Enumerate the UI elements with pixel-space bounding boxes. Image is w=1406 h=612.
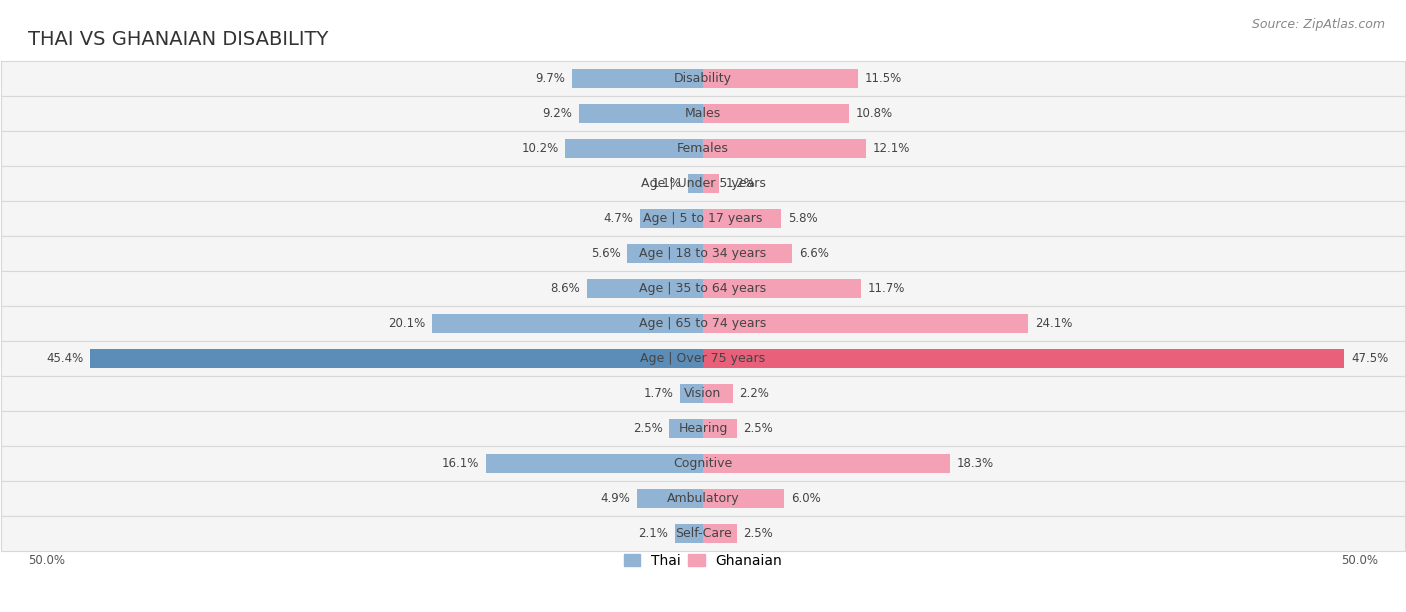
Text: Hearing: Hearing bbox=[678, 422, 728, 435]
Text: 4.7%: 4.7% bbox=[603, 212, 633, 225]
Text: 16.1%: 16.1% bbox=[441, 457, 479, 470]
Text: 1.1%: 1.1% bbox=[651, 177, 682, 190]
Text: 9.2%: 9.2% bbox=[543, 107, 572, 120]
Text: 2.5%: 2.5% bbox=[744, 422, 773, 435]
Bar bbox=[703, 384, 733, 403]
Bar bbox=[688, 174, 703, 193]
Text: 8.6%: 8.6% bbox=[550, 282, 581, 295]
Text: 12.1%: 12.1% bbox=[873, 142, 911, 155]
Bar bbox=[675, 524, 703, 543]
Bar bbox=[579, 104, 703, 123]
Text: Age | 5 to 17 years: Age | 5 to 17 years bbox=[644, 212, 762, 225]
Text: 2.5%: 2.5% bbox=[744, 527, 773, 540]
Bar bbox=[637, 489, 703, 508]
Bar bbox=[1, 341, 1405, 376]
Bar bbox=[1, 61, 1405, 96]
Text: Source: ZipAtlas.com: Source: ZipAtlas.com bbox=[1251, 18, 1385, 31]
Bar bbox=[703, 453, 950, 473]
Text: 5.6%: 5.6% bbox=[591, 247, 620, 260]
Bar bbox=[703, 524, 737, 543]
Text: 18.3%: 18.3% bbox=[956, 457, 994, 470]
Text: Age | Over 75 years: Age | Over 75 years bbox=[641, 352, 765, 365]
Text: 2.5%: 2.5% bbox=[633, 422, 662, 435]
Text: 11.7%: 11.7% bbox=[868, 282, 905, 295]
Bar bbox=[485, 453, 703, 473]
Bar bbox=[1, 271, 1405, 306]
Bar bbox=[669, 419, 703, 438]
Text: 5.8%: 5.8% bbox=[787, 212, 818, 225]
Text: Age | 35 to 64 years: Age | 35 to 64 years bbox=[640, 282, 766, 295]
Bar bbox=[90, 349, 703, 368]
Bar bbox=[703, 489, 785, 508]
Bar bbox=[703, 209, 782, 228]
Bar bbox=[1, 516, 1405, 551]
Bar bbox=[703, 279, 860, 298]
Text: Age | 65 to 74 years: Age | 65 to 74 years bbox=[640, 317, 766, 330]
Text: 2.2%: 2.2% bbox=[740, 387, 769, 400]
Text: 9.7%: 9.7% bbox=[536, 72, 565, 85]
Bar bbox=[1, 446, 1405, 481]
Text: THAI VS GHANAIAN DISABILITY: THAI VS GHANAIAN DISABILITY bbox=[28, 29, 329, 48]
Text: 10.2%: 10.2% bbox=[522, 142, 558, 155]
Bar bbox=[1, 166, 1405, 201]
Text: 50.0%: 50.0% bbox=[28, 554, 65, 567]
Text: Age | 18 to 34 years: Age | 18 to 34 years bbox=[640, 247, 766, 260]
Text: 47.5%: 47.5% bbox=[1351, 352, 1388, 365]
Text: Vision: Vision bbox=[685, 387, 721, 400]
Text: Ambulatory: Ambulatory bbox=[666, 492, 740, 505]
Text: 50.0%: 50.0% bbox=[1341, 554, 1378, 567]
Text: Age | Under 5 years: Age | Under 5 years bbox=[641, 177, 765, 190]
Bar bbox=[681, 384, 703, 403]
Text: 2.1%: 2.1% bbox=[638, 527, 668, 540]
Text: Females: Females bbox=[678, 142, 728, 155]
Bar bbox=[586, 279, 703, 298]
Bar bbox=[703, 174, 720, 193]
Bar bbox=[703, 69, 858, 88]
Text: 6.6%: 6.6% bbox=[799, 247, 828, 260]
Bar bbox=[432, 314, 703, 333]
Bar bbox=[703, 244, 792, 263]
Text: Cognitive: Cognitive bbox=[673, 457, 733, 470]
Bar bbox=[703, 104, 849, 123]
Text: 10.8%: 10.8% bbox=[855, 107, 893, 120]
Bar bbox=[703, 314, 1028, 333]
Bar bbox=[1, 376, 1405, 411]
Text: 45.4%: 45.4% bbox=[46, 352, 83, 365]
Text: 1.7%: 1.7% bbox=[644, 387, 673, 400]
Text: 4.9%: 4.9% bbox=[600, 492, 630, 505]
Bar bbox=[703, 419, 737, 438]
Bar bbox=[627, 244, 703, 263]
Legend: Thai, Ghanaian: Thai, Ghanaian bbox=[619, 548, 787, 573]
Text: Males: Males bbox=[685, 107, 721, 120]
Text: 20.1%: 20.1% bbox=[388, 317, 425, 330]
Bar bbox=[1, 96, 1405, 131]
Bar bbox=[703, 349, 1344, 368]
Bar bbox=[703, 139, 866, 159]
Bar bbox=[572, 69, 703, 88]
Bar bbox=[1, 411, 1405, 446]
Bar bbox=[1, 236, 1405, 271]
Text: Disability: Disability bbox=[673, 72, 733, 85]
Bar bbox=[1, 131, 1405, 166]
Text: 6.0%: 6.0% bbox=[790, 492, 821, 505]
Text: 24.1%: 24.1% bbox=[1035, 317, 1073, 330]
Text: 1.2%: 1.2% bbox=[725, 177, 756, 190]
Bar bbox=[1, 481, 1405, 516]
Bar bbox=[1, 306, 1405, 341]
Bar bbox=[640, 209, 703, 228]
Bar bbox=[565, 139, 703, 159]
Bar bbox=[1, 201, 1405, 236]
Text: Self-Care: Self-Care bbox=[675, 527, 731, 540]
Text: 11.5%: 11.5% bbox=[865, 72, 903, 85]
